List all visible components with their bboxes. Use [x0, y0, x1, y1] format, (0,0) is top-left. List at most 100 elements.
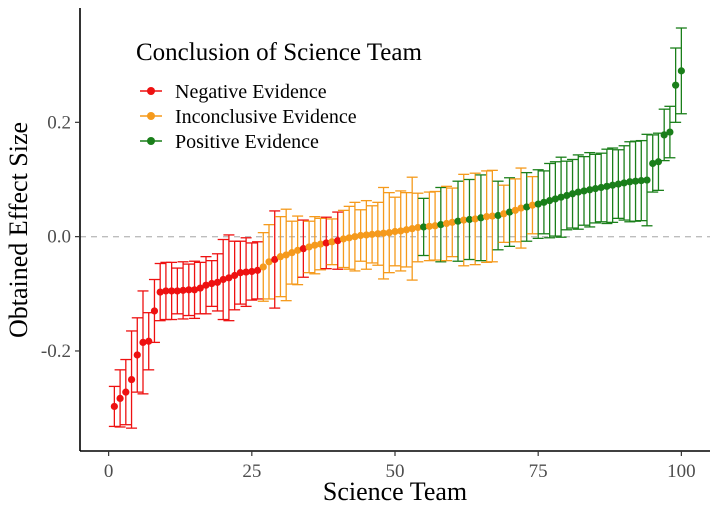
- data-point: [523, 203, 531, 211]
- data-point: [145, 337, 153, 345]
- data-point: [586, 186, 594, 194]
- data-point: [127, 375, 136, 384]
- data-point: [500, 210, 508, 218]
- data-point: [471, 215, 479, 223]
- data-point: [568, 190, 577, 198]
- data-point: [208, 279, 216, 288]
- data-point: [609, 181, 617, 189]
- data-point: [202, 281, 210, 289]
- data-point: [110, 402, 118, 411]
- data-point: [563, 191, 571, 200]
- data-point: [540, 198, 548, 206]
- data-point: [528, 201, 537, 209]
- data-point: [591, 185, 600, 193]
- y-tick-label: 0.0: [47, 227, 71, 248]
- data-point: [156, 288, 164, 296]
- data-point: [546, 197, 554, 205]
- data-point: [351, 233, 359, 241]
- y-axis-title: Obtained Effect Size: [4, 122, 33, 338]
- legend-title: Conclusion of Science Team: [136, 39, 422, 66]
- data-point: [242, 268, 250, 276]
- data-point: [614, 180, 622, 188]
- data-point: [219, 275, 227, 284]
- data-point: [133, 351, 141, 359]
- x-tick-label: 100: [667, 461, 696, 482]
- data-point: [196, 284, 204, 292]
- data-point: [626, 178, 634, 186]
- data-point: [511, 206, 519, 214]
- legend: Conclusion of Science Team Negative Evid…: [136, 39, 422, 153]
- data-point: [334, 237, 342, 245]
- data-point: [379, 229, 388, 237]
- data-point: [494, 211, 502, 220]
- data-point: [414, 223, 422, 232]
- legend-key-point: [147, 137, 155, 145]
- data-point: [637, 177, 645, 185]
- data-point: [580, 187, 588, 195]
- data-point: [345, 234, 353, 242]
- y-tick-label: -0.2: [41, 341, 71, 362]
- data-point: [408, 225, 416, 233]
- data-point: [534, 200, 542, 208]
- data-point: [357, 231, 365, 240]
- data-point: [654, 158, 663, 166]
- data-point: [168, 287, 176, 295]
- x-tick-label: 0: [104, 461, 114, 482]
- data-point: [597, 183, 605, 192]
- data-point: [488, 212, 496, 220]
- data-point: [391, 227, 399, 236]
- data-point: [460, 216, 468, 224]
- x-axis-title: Science Team: [323, 477, 467, 506]
- data-point: [299, 245, 307, 253]
- data-point: [225, 274, 233, 282]
- data-point: [150, 307, 159, 315]
- data-point: [139, 338, 147, 346]
- data-point-layer: [110, 67, 685, 411]
- data-point: [660, 131, 668, 139]
- y-tick-label: 0.2: [47, 112, 71, 133]
- data-point: [328, 238, 336, 246]
- data-point: [505, 208, 514, 216]
- data-point: [397, 227, 405, 235]
- data-point: [322, 239, 330, 247]
- data-point: [236, 269, 244, 277]
- data-point: [649, 159, 657, 168]
- x-tick-label: 50: [386, 461, 405, 482]
- data-point: [185, 286, 193, 294]
- data-point: [282, 251, 290, 259]
- data-point: [190, 286, 199, 294]
- data-point: [448, 218, 456, 226]
- data-point: [420, 223, 428, 231]
- data-point: [517, 204, 525, 212]
- data-point: [425, 222, 433, 230]
- legend-key-point: [147, 87, 155, 95]
- data-point: [574, 188, 582, 196]
- data-point: [265, 258, 273, 266]
- data-point: [672, 81, 680, 89]
- data-point: [620, 179, 628, 187]
- data-point: [643, 176, 651, 184]
- data-point: [368, 230, 376, 238]
- data-point: [231, 271, 239, 280]
- data-point: [442, 219, 451, 228]
- data-point: [339, 235, 348, 243]
- data-point: [253, 266, 262, 274]
- data-point: [162, 287, 170, 295]
- data-point: [603, 182, 611, 190]
- data-point: [276, 253, 285, 261]
- data-point: [179, 286, 187, 294]
- data-point: [385, 229, 393, 237]
- legend-label: Negative Evidence: [175, 81, 327, 103]
- data-point: [465, 215, 474, 224]
- data-point: [271, 255, 279, 264]
- tick-layer: 0 25 50 75 100 -0.2 0.0 0.2: [41, 112, 696, 482]
- data-point: [551, 195, 559, 203]
- data-point: [631, 177, 640, 185]
- data-point: [259, 263, 267, 271]
- data-point: [454, 217, 462, 225]
- data-point: [557, 193, 565, 201]
- data-point: [483, 213, 491, 221]
- data-point: [213, 278, 222, 286]
- data-point: [305, 243, 313, 251]
